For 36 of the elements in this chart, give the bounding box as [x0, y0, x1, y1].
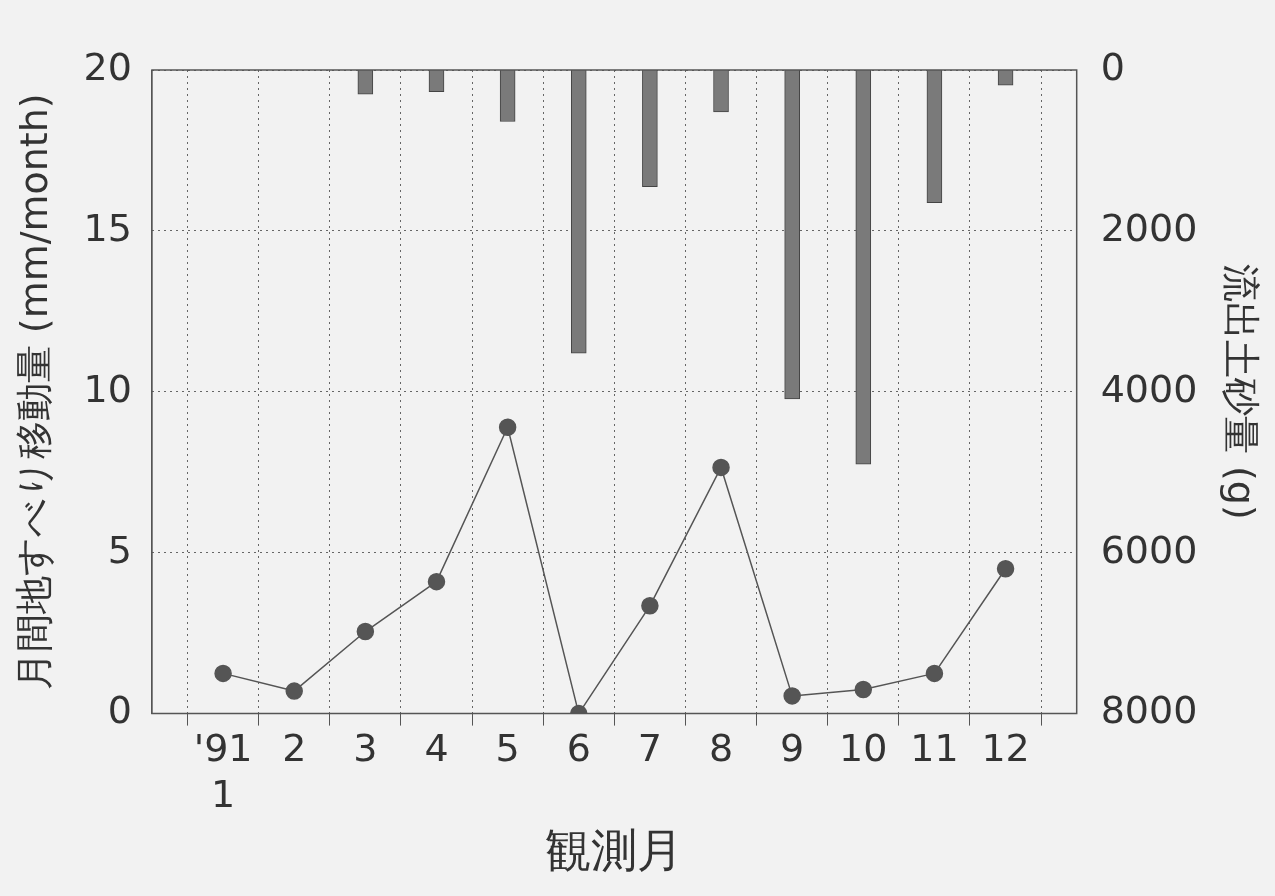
x-tick-label: 3	[353, 726, 378, 771]
y2-axis-title: 流出土砂量 (g)	[1219, 263, 1264, 520]
point	[925, 664, 944, 683]
y2-tick-label: 8000	[1100, 688, 1198, 733]
y2-tick-label: 2000	[1100, 205, 1198, 250]
point	[498, 418, 517, 436]
point	[712, 458, 730, 477]
point	[285, 682, 303, 700]
point	[783, 687, 801, 705]
y2-tick-label: 4000	[1100, 366, 1198, 411]
x-axis-title: 観測月	[545, 823, 684, 878]
point	[641, 597, 659, 615]
y2-tick-label: 6000	[1100, 527, 1198, 572]
x-tick-label: 6	[566, 726, 591, 771]
y2-tick-label: 0	[1100, 44, 1125, 89]
y-tick-label: 5	[107, 527, 132, 572]
x-tick-label: '91 1	[193, 726, 253, 816]
x-tick-label: 9	[780, 726, 805, 771]
y-tick-label: 20	[83, 44, 132, 89]
point	[996, 560, 1015, 578]
y-tick-label: 0	[107, 688, 132, 733]
x-tick-label: 10	[839, 726, 888, 771]
x-tick-label: 7	[637, 726, 662, 771]
point	[427, 572, 446, 591]
x-tick-label: 2	[282, 726, 307, 771]
y-tick-label: 15	[83, 205, 132, 250]
x-tick-label: 5	[495, 726, 520, 771]
y-axis-title: 月間地すべり移動量 (mm/month)	[11, 93, 56, 691]
x-tick-label: 4	[424, 726, 449, 771]
point	[214, 664, 232, 683]
x-tick-label: 8	[708, 726, 734, 771]
y-tick-label: 10	[83, 366, 132, 411]
point	[356, 622, 375, 641]
point	[854, 680, 873, 699]
x-tick-label: 11	[910, 726, 959, 771]
x-tick-label: 12	[981, 726, 1030, 771]
